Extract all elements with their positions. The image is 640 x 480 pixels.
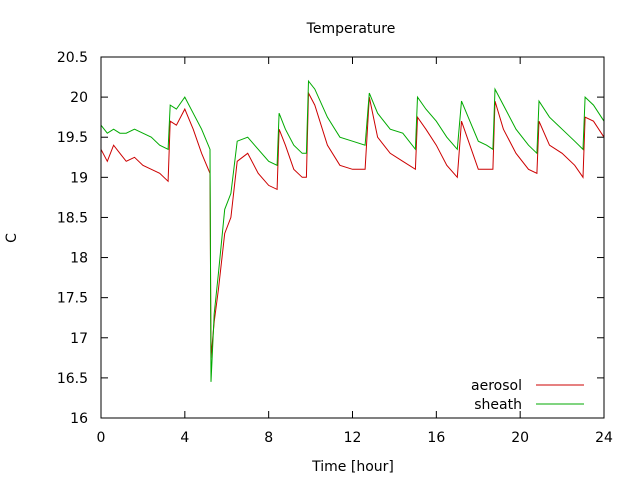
y-tick-label: 19.5 (57, 130, 88, 146)
y-tick-label: 19 (70, 170, 88, 186)
y-tick-label: 18 (70, 251, 88, 267)
series-lines (100, 79, 605, 382)
x-tick-label: 8 (264, 430, 273, 446)
axis-ticks: 0 4 8 12 16 20 24 16 16.5 17 17.5 18 18.5 19 19.5 20 20.… (57, 50, 613, 446)
y-tick-label: 18.5 (57, 210, 88, 226)
y-tick-label: 20.5 (57, 50, 88, 66)
x-tick-label: 24 (595, 430, 613, 446)
legend-label-sheath: sheath (474, 397, 522, 413)
x-tick-label: 16 (427, 430, 445, 446)
y-tick-label: 17 (70, 331, 88, 347)
legend: aerosol sheath (471, 378, 584, 413)
x-tick-label: 20 (511, 430, 529, 446)
y-tick-label: 17.5 (57, 291, 88, 307)
series-line-sheath (100, 79, 605, 382)
y-tick-label: 20 (70, 90, 88, 106)
y-tick-label: 16 (70, 411, 88, 427)
plot-frame (100, 56, 605, 419)
series-line-aerosol (100, 91, 605, 358)
y-axis-label: C (4, 233, 20, 243)
y-tick-label: 16.5 (57, 371, 88, 387)
x-tick-label: 4 (180, 430, 189, 446)
legend-label-aerosol: aerosol (471, 378, 522, 394)
chart-title: Temperature (306, 21, 396, 37)
x-tick-label: 12 (344, 430, 362, 446)
x-tick-label: 0 (97, 430, 106, 446)
x-axis-label: Time [hour] (311, 459, 394, 475)
